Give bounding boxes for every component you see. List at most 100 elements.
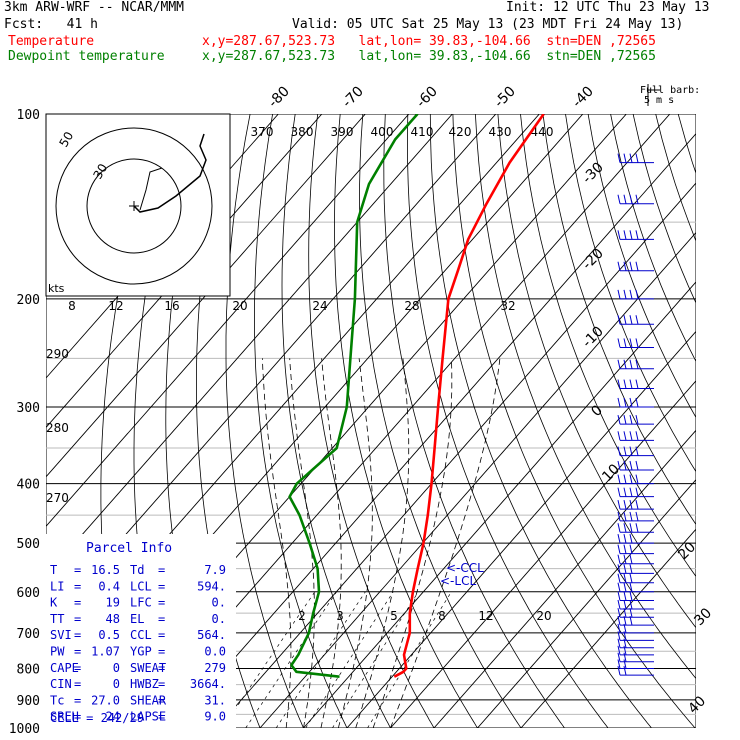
wind-barb-flag xyxy=(623,431,627,441)
mixing-ratio-line xyxy=(367,591,452,728)
wind-barb-flag xyxy=(629,544,633,554)
wind-barb-flag xyxy=(629,194,633,204)
dry-adiabat xyxy=(225,114,304,728)
dry-adiabat xyxy=(406,114,609,728)
wind-barb-flag xyxy=(617,487,621,497)
dry-adiabat xyxy=(383,114,565,728)
wind-barb xyxy=(617,638,654,649)
wind-barb xyxy=(617,487,654,498)
wind-barb-flag xyxy=(635,474,639,484)
parcel-cell: T xyxy=(50,563,57,577)
wind-barb-flag xyxy=(629,591,633,601)
wind-barb-flag xyxy=(629,446,633,456)
wind-barb-flag xyxy=(623,608,627,618)
parcel-cell: YGP xyxy=(130,645,152,659)
wind-barb xyxy=(617,315,654,325)
wind-barb-flag xyxy=(629,359,633,369)
hodo-trace-inner xyxy=(139,167,163,211)
wind-barb-flag xyxy=(635,523,639,533)
mixing-ratio-line xyxy=(305,591,394,728)
parcel-cell: 0.5 xyxy=(98,628,120,642)
wind-barb-flag xyxy=(623,487,627,497)
wind-barb-flag xyxy=(629,554,633,564)
isotherm-line xyxy=(433,429,696,728)
parcel-cell: 1.07 xyxy=(91,645,120,659)
hodograph-box xyxy=(45,113,231,297)
parcel-cell: SVI xyxy=(50,628,72,642)
wind-barb-flag xyxy=(623,665,627,676)
parcel-cell: SWEAT xyxy=(130,661,166,675)
dewpoint-location: x,y=287.67,523.73 lat,lon= 39.83,-104.66… xyxy=(202,49,656,64)
parcel-cell: CIN xyxy=(50,677,72,691)
hodo-speed-16: 16 xyxy=(164,299,179,313)
wind-barb-flag xyxy=(629,599,633,610)
pressure-tick-800: 800 xyxy=(17,662,40,677)
wind-barb-flag xyxy=(629,616,633,626)
ccl-marker: <-CCL xyxy=(446,561,484,575)
isotherm-line xyxy=(259,231,696,728)
wind-barb-flag xyxy=(635,261,639,271)
mixing-ratio-line xyxy=(332,591,419,728)
parcel-cell: = xyxy=(158,612,165,626)
theta-label-380: 380 xyxy=(291,125,314,139)
wind-barb-flag xyxy=(629,582,633,592)
wind-barb xyxy=(617,659,654,669)
parcel-cell: = xyxy=(158,596,165,610)
wind-barb-flag xyxy=(629,415,633,425)
dry-adiabat xyxy=(452,114,696,728)
wind-barb-flag xyxy=(617,638,621,648)
wind-barb-flag xyxy=(623,397,627,408)
parcel-cell: 7.9 xyxy=(204,563,226,577)
wind-barb-flag xyxy=(617,631,621,641)
isotherm-label--40: -40 xyxy=(569,83,596,110)
parcel-cell: 0. xyxy=(212,612,226,626)
wind-barb-flag xyxy=(629,289,633,299)
wind-barb xyxy=(617,289,654,300)
wind-barb-flag xyxy=(623,153,627,163)
wind-barb-flag xyxy=(629,487,633,497)
wind-barb xyxy=(617,359,654,370)
wind-barb xyxy=(617,523,654,533)
parcel-cell: = xyxy=(74,661,81,675)
wind-barb-flag xyxy=(617,554,621,564)
parcel-cell: CCL xyxy=(130,628,152,642)
dewpoint-legend-label: Dewpoint temperature xyxy=(8,49,165,64)
wind-barb-flag xyxy=(617,564,621,574)
parcel-cell: = xyxy=(74,677,81,691)
wind-barb-flag xyxy=(623,379,627,389)
wind-barb xyxy=(617,338,654,348)
dry-adiabat xyxy=(520,114,696,578)
wind-barb xyxy=(617,261,654,272)
wind-barb-flag xyxy=(623,359,627,369)
parcel-cell: = xyxy=(158,677,165,691)
isotherm-line xyxy=(477,479,696,728)
parcel-cell: = xyxy=(158,645,165,659)
wind-barb-flag xyxy=(617,289,621,299)
dry-adiabat xyxy=(610,114,696,363)
wind-barb xyxy=(617,397,654,408)
parcel-cell: PW xyxy=(50,645,65,659)
wind-barb-flag xyxy=(623,564,627,574)
wind-barb-flag xyxy=(629,230,633,240)
isotherm-label-40: 40 xyxy=(685,693,709,717)
hodo-speed-32: 32 xyxy=(500,299,515,313)
wind-barb xyxy=(617,665,654,676)
isotherm-label--70: -70 xyxy=(339,83,366,110)
wind-barb xyxy=(617,431,654,441)
parcel-cell: Tc xyxy=(50,693,64,707)
isotherm-line xyxy=(46,114,410,527)
wind-barb-flag xyxy=(635,194,639,204)
parcel-cell: CAPE xyxy=(50,661,79,675)
dry-adiabat xyxy=(308,114,435,728)
parcel-cell: 27.0 xyxy=(91,693,120,707)
parcel-cell: = xyxy=(74,563,81,577)
wind-barb-flag xyxy=(617,511,621,522)
wind-barb-flag xyxy=(623,659,627,669)
forecast-hour: Fcst: 41 h xyxy=(4,17,98,32)
parcel-cell: = xyxy=(74,693,81,707)
parcel-cell: EL xyxy=(130,612,144,626)
wind-barb-flag xyxy=(617,608,621,618)
theta-label-410: 410 xyxy=(411,125,434,139)
parcel-cell: 16.5 xyxy=(91,563,120,577)
hodo-ring-label-50: 50 xyxy=(56,129,76,149)
